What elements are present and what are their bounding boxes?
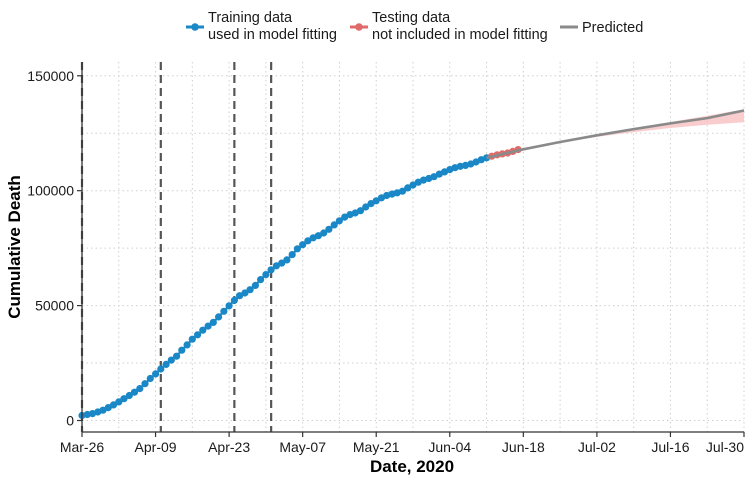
data-point <box>335 217 343 225</box>
data-point <box>120 395 128 403</box>
data-point <box>115 398 123 406</box>
x-tick-label: May-21 <box>353 439 400 455</box>
legend-label-line: Testing data <box>372 10 451 26</box>
data-point <box>167 356 175 364</box>
data-point <box>236 292 244 300</box>
legend-item: Predicted <box>560 20 643 36</box>
data-point <box>267 266 275 274</box>
data-point <box>109 401 118 409</box>
data-point <box>241 289 249 297</box>
x-tick-label: Jun-04 <box>428 439 471 455</box>
legend-label: Testing data not included in model fittin… <box>372 10 548 43</box>
data-point <box>262 271 270 279</box>
predicted-confidence-band <box>486 109 744 158</box>
data-point <box>136 385 144 393</box>
x-axis-title: Date, 2020 <box>370 457 454 476</box>
data-point <box>398 187 407 195</box>
data-point <box>157 365 165 373</box>
x-tick-label: Jul-02 <box>578 439 616 455</box>
x-tick-label: Apr-09 <box>135 439 177 455</box>
data-point <box>283 256 291 264</box>
y-tick-label: 0 <box>66 413 74 429</box>
series-line <box>486 109 745 160</box>
data-point <box>288 251 296 259</box>
x-tick-label: Jul-16 <box>651 439 689 455</box>
y-tick-label: 100000 <box>27 183 74 199</box>
legend-label: Predicted <box>582 20 643 36</box>
series-line <box>81 156 487 417</box>
data-point <box>146 374 154 383</box>
data-point <box>356 207 365 215</box>
data-point <box>162 360 170 368</box>
legend-item: Testing data not included in model fittin… <box>350 10 548 43</box>
data-point <box>199 326 207 334</box>
data-point <box>251 281 259 289</box>
data-point <box>209 318 217 326</box>
data-point <box>362 203 370 211</box>
vertical-reference-lines <box>80 62 273 432</box>
data-point <box>215 313 223 321</box>
x-tick-label: Apr-23 <box>208 439 250 455</box>
data-point <box>299 241 307 249</box>
data-point <box>204 322 212 330</box>
data-point <box>178 346 186 354</box>
confidence-band-layer <box>486 109 744 158</box>
x-tick-label: May-07 <box>279 439 326 455</box>
data-point <box>304 237 312 245</box>
data-point <box>372 197 380 205</box>
data-point <box>330 221 338 229</box>
legend-label: Training data used in model fitting <box>208 10 337 43</box>
legend-label-line: not included in model fitting <box>372 27 548 43</box>
y-axis-title: Cumulative Death <box>5 175 24 319</box>
x-tick-label: Jun-18 <box>502 439 545 455</box>
data-point <box>141 380 149 388</box>
data-point <box>246 286 254 294</box>
legend-label-line: used in model fitting <box>208 27 337 43</box>
x-tick-label: Mar-26 <box>60 439 105 455</box>
data-point <box>293 245 301 253</box>
data-point <box>225 302 233 310</box>
data-point <box>278 259 286 267</box>
data-point <box>152 370 160 378</box>
legend-label-line: Training data <box>208 10 293 26</box>
legend-label-line: Predicted <box>582 20 643 36</box>
data-point <box>320 229 328 237</box>
data-point <box>194 331 202 339</box>
data-point <box>173 352 181 360</box>
legend-key-point <box>355 23 363 31</box>
legend-key-point <box>191 23 199 31</box>
legend: Training data used in model fitting Testin… <box>186 10 643 43</box>
legend-item: Training data used in model fitting <box>186 10 337 43</box>
y-tick-label: 150000 <box>27 68 74 84</box>
data-point <box>314 232 322 240</box>
data-point <box>220 307 228 315</box>
data-point <box>272 262 280 270</box>
data-point <box>409 181 417 189</box>
data-point <box>230 296 238 304</box>
axes: Mar-26 Apr-09 Apr-23 May-07 May-21 Jun-04 Jun-… <box>5 62 745 476</box>
data-point <box>130 388 139 396</box>
series-layer <box>78 109 745 420</box>
data-point <box>325 225 333 233</box>
data-point <box>257 276 265 284</box>
data-point <box>183 341 191 349</box>
x-tick-label: Jul-30 <box>706 439 744 455</box>
data-point <box>404 184 412 192</box>
y-tick-label: 50000 <box>35 298 74 314</box>
grid <box>81 62 745 432</box>
data-point <box>125 391 133 400</box>
data-point <box>188 335 196 343</box>
